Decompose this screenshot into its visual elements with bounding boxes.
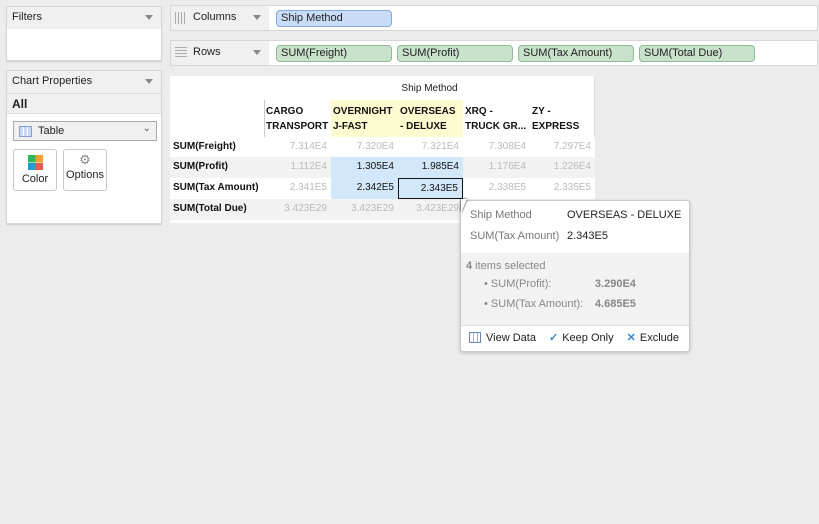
rows-shelf[interactable]: Rows SUM(Freight) SUM(Profit) SUM(Tax Am… xyxy=(170,40,818,66)
table-cell[interactable]: 1.305E4 xyxy=(331,157,398,178)
column-group-header: Ship Method xyxy=(401,83,458,94)
options-button[interactable]: ⚙ Options xyxy=(63,149,107,191)
row-header[interactable]: SUM(Total Due) xyxy=(173,203,247,214)
color-button[interactable]: Color xyxy=(13,149,57,191)
check-icon: ✓ xyxy=(549,332,559,344)
column-header-line: TRANSPORT xyxy=(266,121,329,132)
close-icon: ✕ xyxy=(626,332,636,344)
column-header-line: OVERNIGHT xyxy=(333,106,393,117)
row-header[interactable]: SUM(Profit) xyxy=(173,161,228,172)
column-header[interactable]: OVERNIGHT J-FAST xyxy=(331,100,398,137)
options-label: Options xyxy=(66,169,104,181)
keep-only-label: Keep Only xyxy=(562,332,614,344)
column-header-line: XRQ - xyxy=(465,106,493,117)
rows-label: Rows xyxy=(193,46,221,58)
columns-shelf[interactable]: Columns Ship Method xyxy=(170,5,818,31)
column-header[interactable]: OVERSEAS - DELUXE xyxy=(398,100,463,137)
table-cell[interactable]: 1.226E4 xyxy=(553,161,591,172)
rows-icon xyxy=(175,47,187,59)
color-label: Color xyxy=(21,173,49,185)
row-header[interactable]: SUM(Freight) xyxy=(173,141,236,152)
table-icon xyxy=(469,332,481,343)
column-header[interactable]: ZY - EXPRESS xyxy=(530,100,595,137)
selected-count: 4 xyxy=(466,260,473,272)
view-data-button[interactable]: View Data xyxy=(469,332,536,344)
rows-caret[interactable] xyxy=(253,50,261,55)
column-header-line: TRUCK GR... xyxy=(465,121,527,132)
chart-type-value: Table xyxy=(38,125,65,137)
row-header[interactable]: SUM(Tax Amount) xyxy=(173,182,259,193)
column-header[interactable]: CARGO TRANSPORT xyxy=(264,100,331,137)
summary-value: 3.290E4 xyxy=(594,278,636,290)
chart-properties-title: Chart Properties xyxy=(12,75,93,87)
column-header-line: J-FAST xyxy=(333,121,368,132)
summary-name: SUM(Tax Amount): xyxy=(490,298,584,310)
table-cell[interactable]: 7.321E4 xyxy=(421,141,459,152)
chart-type-select[interactable]: Table ⌄ xyxy=(13,121,157,141)
mouse-cursor-icon xyxy=(461,199,467,213)
table-cell[interactable]: 1.985E4 xyxy=(398,157,463,178)
table-cell[interactable]: 3.423E29 xyxy=(284,203,327,214)
table-cell[interactable]: 7.297E4 xyxy=(553,141,591,152)
table-cell[interactable]: 2.341E5 xyxy=(289,182,327,193)
crosstab: Ship Method CARGO TRANSPORT OVERNIGHT J-FAS… xyxy=(170,76,595,223)
table-cell[interactable]: 2.343E5 xyxy=(398,178,463,199)
columns-label: Columns xyxy=(193,11,237,23)
column-header-line: CARGO xyxy=(266,106,304,117)
summary-name: SUM(Profit): xyxy=(490,278,552,290)
pill-sum-freight[interactable]: SUM(Freight) xyxy=(276,45,392,62)
table-cell[interactable]: 7.308E4 xyxy=(488,141,526,152)
column-header-line: ZY - xyxy=(532,106,551,117)
filters-menu-caret[interactable] xyxy=(145,15,153,20)
table-cell[interactable]: 7.314E4 xyxy=(289,141,327,152)
filters-panel: Filters xyxy=(6,6,162,61)
selected-text: items selected xyxy=(472,260,546,272)
chevron-down-icon: ⌄ xyxy=(142,123,151,134)
chart-properties-panel: Chart Properties All Table ⌄ Color ⚙ Opt… xyxy=(6,70,162,224)
color-grid-icon xyxy=(27,155,43,170)
table-cell[interactable]: 2.338E5 xyxy=(488,182,526,193)
column-header-line: - DELUXE xyxy=(400,121,447,132)
tooltip-field-name: Ship Method xyxy=(470,209,532,221)
pill-sum-total-due[interactable]: SUM(Total Due) xyxy=(639,45,755,62)
table-cell[interactable]: 1.176E4 xyxy=(488,161,526,172)
column-header-line: OVERSEAS xyxy=(400,106,456,117)
view-data-label: View Data xyxy=(486,332,536,344)
columns-icon xyxy=(175,12,187,24)
exclude-label: Exclude xyxy=(639,332,680,344)
marks-all-tab[interactable]: All xyxy=(7,93,161,114)
exclude-button[interactable]: ✕ Exclude xyxy=(627,332,679,344)
chart-properties-caret[interactable] xyxy=(145,79,153,84)
table-cell[interactable]: 7.320E4 xyxy=(356,141,394,152)
table-cell[interactable]: 3.423E29 xyxy=(416,203,459,214)
tooltip-field-value: OVERSEAS - DELUXE xyxy=(567,209,682,221)
pill-sum-tax-amount[interactable]: SUM(Tax Amount) xyxy=(518,45,634,62)
pill-ship-method[interactable]: Ship Method xyxy=(276,10,392,27)
table-cell[interactable]: 3.423E29 xyxy=(351,203,394,214)
keep-only-button[interactable]: ✓ Keep Only xyxy=(549,332,614,344)
table-cell[interactable]: 1.112E4 xyxy=(290,161,327,172)
table-icon xyxy=(19,126,32,137)
columns-caret[interactable] xyxy=(253,15,261,20)
table-cell[interactable]: 2.335E5 xyxy=(553,182,591,193)
table-cell[interactable]: 2.342E5 xyxy=(331,178,398,199)
tooltip-field-value: 2.343E5 xyxy=(567,230,608,242)
summary-value: 4.685E5 xyxy=(594,298,636,310)
pill-sum-profit[interactable]: SUM(Profit) xyxy=(397,45,513,62)
tooltip: Ship Method OVERSEAS - DELUXE SUM(Tax Amo… xyxy=(460,200,690,352)
gear-icon: ⚙ xyxy=(79,152,91,167)
column-header[interactable]: XRQ - TRUCK GR... xyxy=(463,100,530,137)
filters-title: Filters xyxy=(12,11,42,23)
tooltip-field-name: SUM(Tax Amount) xyxy=(470,230,560,242)
column-header-line: EXPRESS xyxy=(532,121,580,132)
